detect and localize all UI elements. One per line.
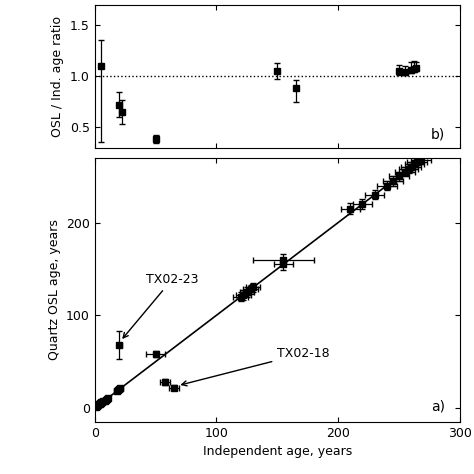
Y-axis label: Quartz OSL age, years: Quartz OSL age, years (47, 219, 61, 360)
X-axis label: Independent age, years: Independent age, years (203, 445, 352, 458)
Text: b): b) (431, 128, 445, 142)
Y-axis label: OSL / Ind. age ratio: OSL / Ind. age ratio (51, 16, 64, 137)
Text: a): a) (431, 400, 445, 414)
Text: TX02-18: TX02-18 (182, 347, 330, 386)
Text: TX02-23: TX02-23 (123, 273, 199, 338)
